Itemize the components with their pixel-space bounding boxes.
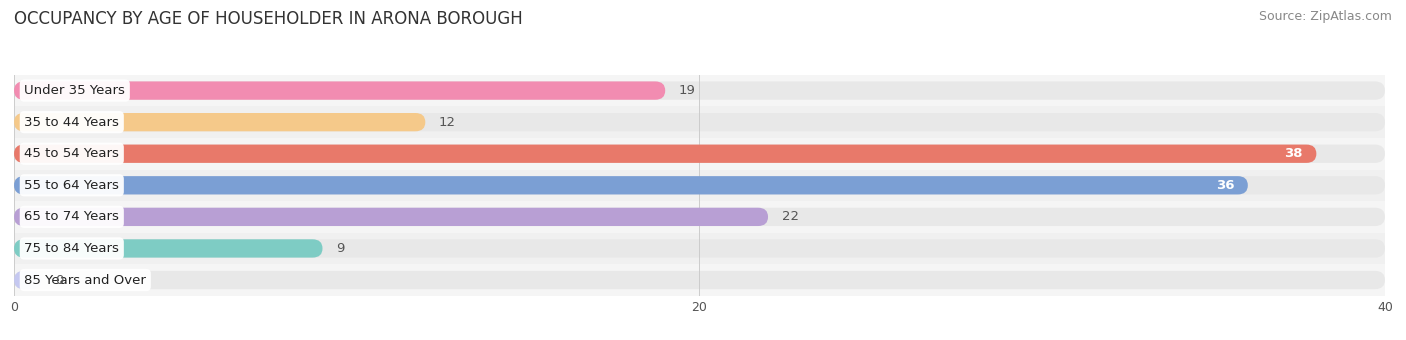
FancyBboxPatch shape — [14, 82, 665, 100]
Text: 0: 0 — [55, 273, 63, 287]
FancyBboxPatch shape — [14, 138, 1385, 170]
FancyBboxPatch shape — [14, 106, 1385, 138]
FancyBboxPatch shape — [14, 176, 1385, 194]
Text: 45 to 54 Years: 45 to 54 Years — [24, 147, 120, 160]
Text: 85 Years and Over: 85 Years and Over — [24, 273, 146, 287]
Text: 9: 9 — [336, 242, 344, 255]
Text: 55 to 64 Years: 55 to 64 Years — [24, 179, 120, 192]
FancyBboxPatch shape — [14, 144, 1385, 163]
Text: 75 to 84 Years: 75 to 84 Years — [24, 242, 120, 255]
Text: 65 to 74 Years: 65 to 74 Years — [24, 210, 120, 223]
FancyBboxPatch shape — [14, 113, 425, 131]
FancyBboxPatch shape — [14, 113, 1385, 131]
Text: 19: 19 — [679, 84, 696, 97]
Text: 36: 36 — [1216, 179, 1234, 192]
FancyBboxPatch shape — [14, 201, 1385, 233]
FancyBboxPatch shape — [14, 239, 322, 258]
Text: 22: 22 — [782, 210, 799, 223]
Text: 35 to 44 Years: 35 to 44 Years — [24, 116, 120, 129]
FancyBboxPatch shape — [14, 208, 768, 226]
Text: Source: ZipAtlas.com: Source: ZipAtlas.com — [1258, 10, 1392, 23]
Text: Under 35 Years: Under 35 Years — [24, 84, 125, 97]
FancyBboxPatch shape — [14, 144, 1316, 163]
FancyBboxPatch shape — [14, 170, 1385, 201]
Text: 12: 12 — [439, 116, 456, 129]
FancyBboxPatch shape — [14, 264, 1385, 296]
Text: OCCUPANCY BY AGE OF HOUSEHOLDER IN ARONA BOROUGH: OCCUPANCY BY AGE OF HOUSEHOLDER IN ARONA… — [14, 10, 523, 28]
FancyBboxPatch shape — [14, 271, 1385, 289]
FancyBboxPatch shape — [14, 82, 1385, 100]
FancyBboxPatch shape — [14, 233, 1385, 264]
Text: 38: 38 — [1284, 147, 1303, 160]
FancyBboxPatch shape — [14, 208, 1385, 226]
FancyBboxPatch shape — [14, 75, 1385, 106]
FancyBboxPatch shape — [14, 176, 1249, 194]
FancyBboxPatch shape — [14, 239, 1385, 258]
FancyBboxPatch shape — [14, 271, 42, 289]
